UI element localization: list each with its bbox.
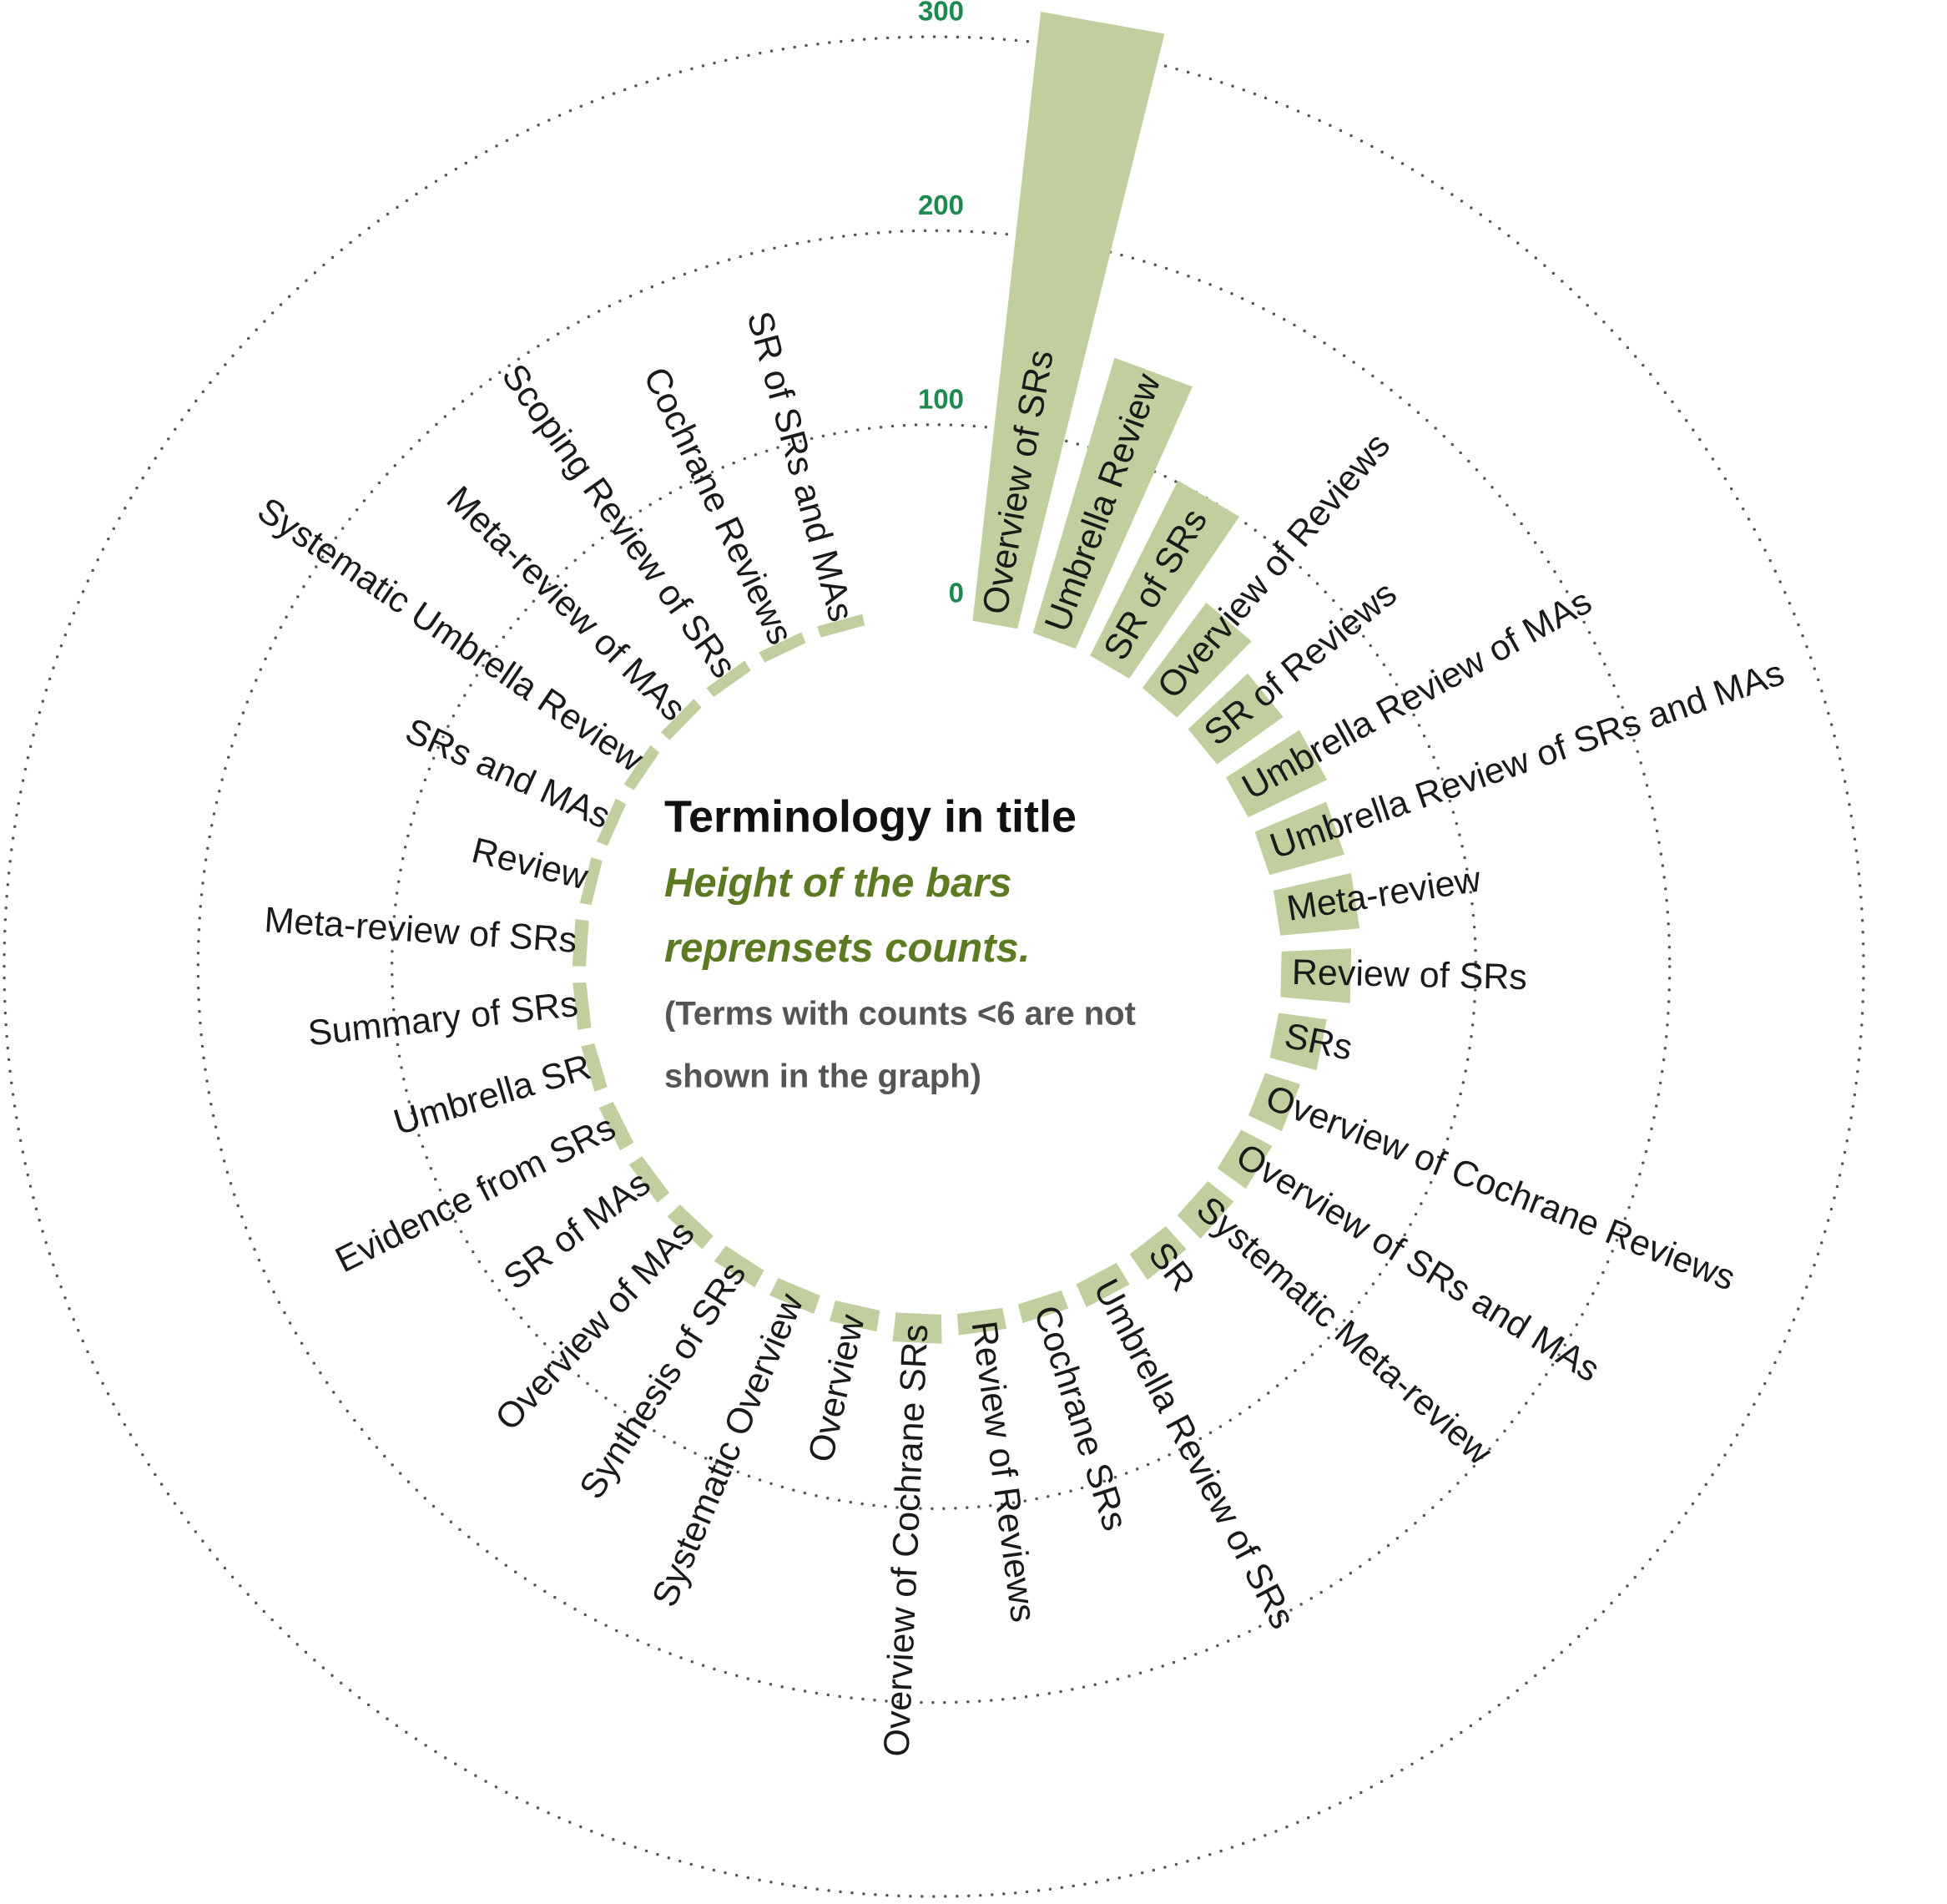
bar [1129,1225,1187,1280]
y-tick-label: 0 [949,578,964,609]
bar [1017,1290,1069,1324]
chart-subtitle: reprensets counts. [664,926,1030,971]
bar [581,1043,608,1092]
bar [623,745,660,790]
category-label: Review [468,831,593,898]
grid-circle [196,229,1672,1705]
category-label: Meta-review of SRs [263,900,578,961]
bar [660,699,702,740]
bar [1280,948,1352,1003]
chart-note: (Terms with counts <6 are not [664,996,1136,1033]
bar [628,1156,669,1203]
bar [579,857,603,906]
bar [1248,1073,1301,1132]
bar [1142,602,1252,718]
bar [572,919,589,967]
bar [667,1205,714,1250]
y-tick-label: 200 [918,189,964,220]
bar [1177,1181,1234,1240]
y-tick-label: 100 [918,383,964,414]
bar [1226,730,1328,818]
bar [972,11,1165,629]
bar [714,1245,764,1288]
category-label: Summary of SRs [306,984,580,1054]
category-label: Overview [801,1311,873,1466]
bar [1273,873,1360,936]
bar [572,982,592,1030]
bar [769,1277,820,1315]
bar [816,614,865,638]
category-label: Overview of Cochrane SRs [876,1323,936,1757]
category-label: Umbrella Review of SRs and MAs [1265,653,1789,866]
grid-circle [3,35,1865,1898]
category-label: Meta-review [1284,859,1485,929]
bar [596,798,627,846]
y-tick-label: 300 [918,0,964,27]
grid-circle [390,422,1478,1511]
bar [706,660,751,698]
bar [598,1102,634,1151]
bar [1032,357,1193,649]
bar [829,1300,880,1332]
bar [892,1312,942,1344]
chart-note: shown in the graph) [664,1058,981,1095]
category-label: Umbrella Review of SRs [1086,1273,1303,1635]
bar [1090,480,1240,679]
bar [1254,801,1344,876]
category-label: Review of Reviews [964,1319,1044,1624]
bar [1217,1129,1273,1189]
bar [1269,1013,1327,1071]
bar [759,632,806,663]
chart-subtitle: Height of the bars [664,861,1012,906]
category-label: Review of SRs [1291,952,1527,997]
chart-title: Terminology in title [664,791,1077,841]
bar [957,1307,1007,1336]
bar [1076,1263,1130,1308]
bar [1188,673,1284,765]
